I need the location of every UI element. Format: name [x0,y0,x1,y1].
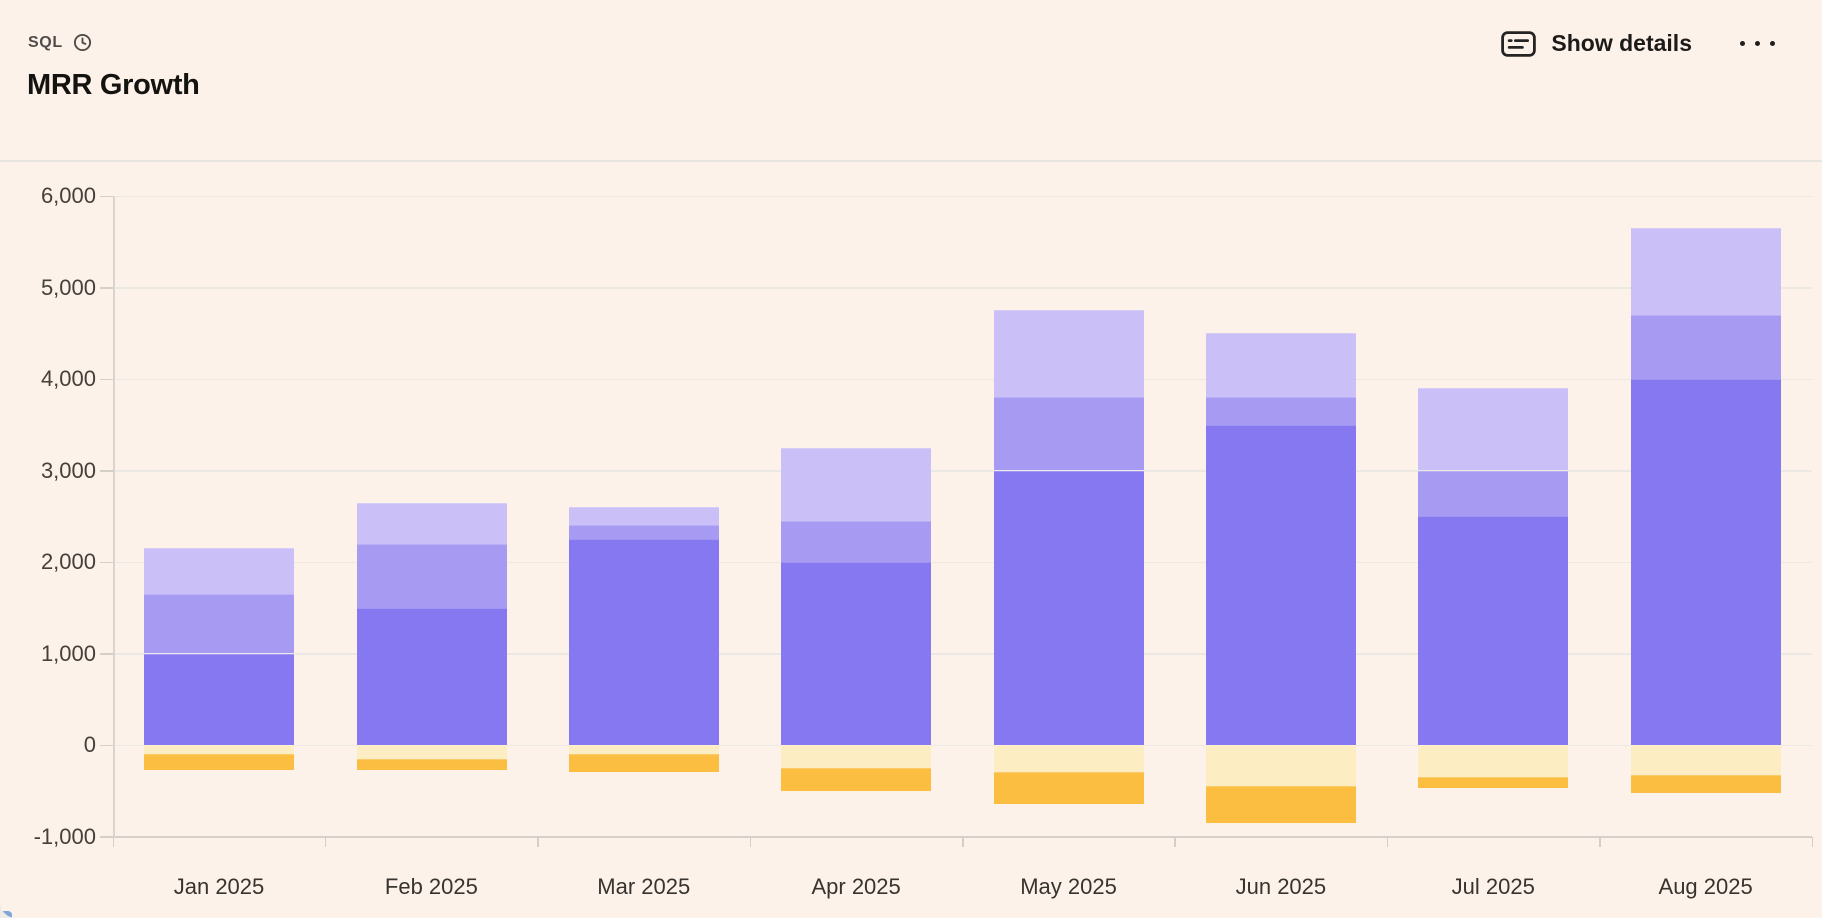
show-details-button[interactable]: Show details [1501,30,1692,57]
x-tick-mark [749,836,752,847]
x-tick-mark [112,836,114,847]
pale-yellow-segment[interactable] [356,745,507,759]
medium-purple-segment[interactable] [1206,397,1357,425]
light-purple-segment[interactable] [781,447,932,521]
light-purple-segment[interactable] [568,507,719,526]
dark-purple-segment[interactable] [993,470,1144,745]
amber-segment[interactable] [993,772,1144,805]
medium-purple-segment[interactable] [356,543,507,608]
y-tick-label: 6,000 [40,183,96,208]
amber-segment[interactable] [1206,786,1357,823]
x-tick-mark [1599,836,1601,847]
light-purple-segment[interactable] [993,310,1144,398]
y-tick-mark [100,195,113,197]
y-tick-label: 3,000 [40,457,96,483]
dark-purple-segment[interactable] [781,562,932,745]
plot-area [113,195,1812,838]
gridline [113,470,1812,472]
sql-type-label: SQL [28,33,63,51]
light-purple-segment[interactable] [356,502,507,544]
x-category-label: May 2025 [1020,873,1117,899]
chart-title: MRR Growth [27,69,200,101]
x-tick-mark [1386,836,1389,847]
y-tick-mark [100,561,113,563]
x-tick-mark [962,836,964,847]
pale-yellow-segment[interactable] [993,745,1144,773]
details-card-icon [1501,30,1537,57]
dark-purple-segment[interactable] [356,607,507,745]
pale-yellow-segment[interactable] [781,745,932,768]
x-tick-mark [537,836,539,847]
selection-corner-accent [0,911,12,918]
light-purple-segment[interactable] [1418,388,1569,471]
y-tick-mark [100,836,113,838]
gridline [113,287,1812,289]
x-category-label: Jun 2025 [1235,873,1327,899]
y-tick-label: 2,000 [40,549,96,574]
y-tick-mark [100,653,113,655]
y-tick-mark [100,378,113,380]
light-purple-segment[interactable] [1630,228,1781,315]
dark-purple-segment[interactable] [144,653,295,745]
x-tick-mark [1811,836,1813,847]
dark-purple-segment[interactable] [1418,516,1569,745]
pale-yellow-segment[interactable] [1418,745,1569,778]
x-category-label: Feb 2025 [384,873,478,899]
ellipsis-icon [1755,41,1760,46]
mrr-growth-chart: 6,000 5,000 4,000 3,000 2,000 1,000 0 -1,000 Ja… [0,162,1822,918]
pale-yellow-segment[interactable] [1630,745,1781,775]
y-tick-mark [100,470,113,472]
amber-segment[interactable] [356,758,507,771]
y-axis-line [113,196,115,837]
medium-purple-segment[interactable] [1418,470,1569,517]
ellipsis-icon [1770,41,1775,46]
y-tick-label: 5,000 [40,274,96,300]
gridline [113,653,1812,655]
x-category-label: Jul 2025 [1451,873,1535,899]
medium-purple-segment[interactable] [568,525,719,540]
show-details-label: Show details [1551,30,1692,56]
x-category-label: Jan 2025 [173,873,265,899]
pale-yellow-segment[interactable] [568,745,719,755]
x-tick-mark [1174,836,1176,847]
y-tick-label: 4,000 [40,366,96,391]
gridline [113,744,1812,746]
y-tick-label: 0 [83,732,96,757]
x-category-label: Mar 2025 [597,873,691,899]
pale-yellow-segment[interactable] [144,745,295,755]
medium-purple-segment[interactable] [1630,314,1781,379]
header-divider [0,160,1822,162]
clock-icon [73,33,91,52]
dark-purple-segment[interactable] [1206,424,1357,745]
amber-segment[interactable] [781,767,932,791]
amber-segment[interactable] [1630,774,1781,794]
gridline [113,195,1812,197]
amber-segment[interactable] [568,754,719,773]
light-purple-segment[interactable] [144,548,295,595]
x-category-label: Apr 2025 [811,873,901,899]
amber-segment[interactable] [1418,777,1569,789]
cell-type-row: SQL [28,33,92,52]
y-tick-label: 1,000 [40,640,96,666]
y-tick-mark [100,744,113,746]
gridline [113,378,1812,380]
medium-purple-segment[interactable] [781,520,932,562]
x-tick-mark [324,836,327,847]
amber-segment[interactable] [144,754,295,771]
medium-purple-segment[interactable] [144,594,295,654]
gridline [113,561,1812,563]
dark-purple-segment[interactable] [568,539,719,745]
more-options-button[interactable] [1738,35,1777,52]
ellipsis-icon [1740,41,1745,46]
pale-yellow-segment[interactable] [1206,745,1357,787]
light-purple-segment[interactable] [1206,333,1357,398]
header-actions: Show details [1501,30,1777,57]
y-tick-label: -1,000 [33,823,96,849]
medium-purple-segment[interactable] [993,397,1144,471]
x-category-label: Aug 2025 [1658,873,1753,899]
y-tick-mark [100,287,113,289]
dark-purple-segment[interactable] [1630,379,1781,745]
